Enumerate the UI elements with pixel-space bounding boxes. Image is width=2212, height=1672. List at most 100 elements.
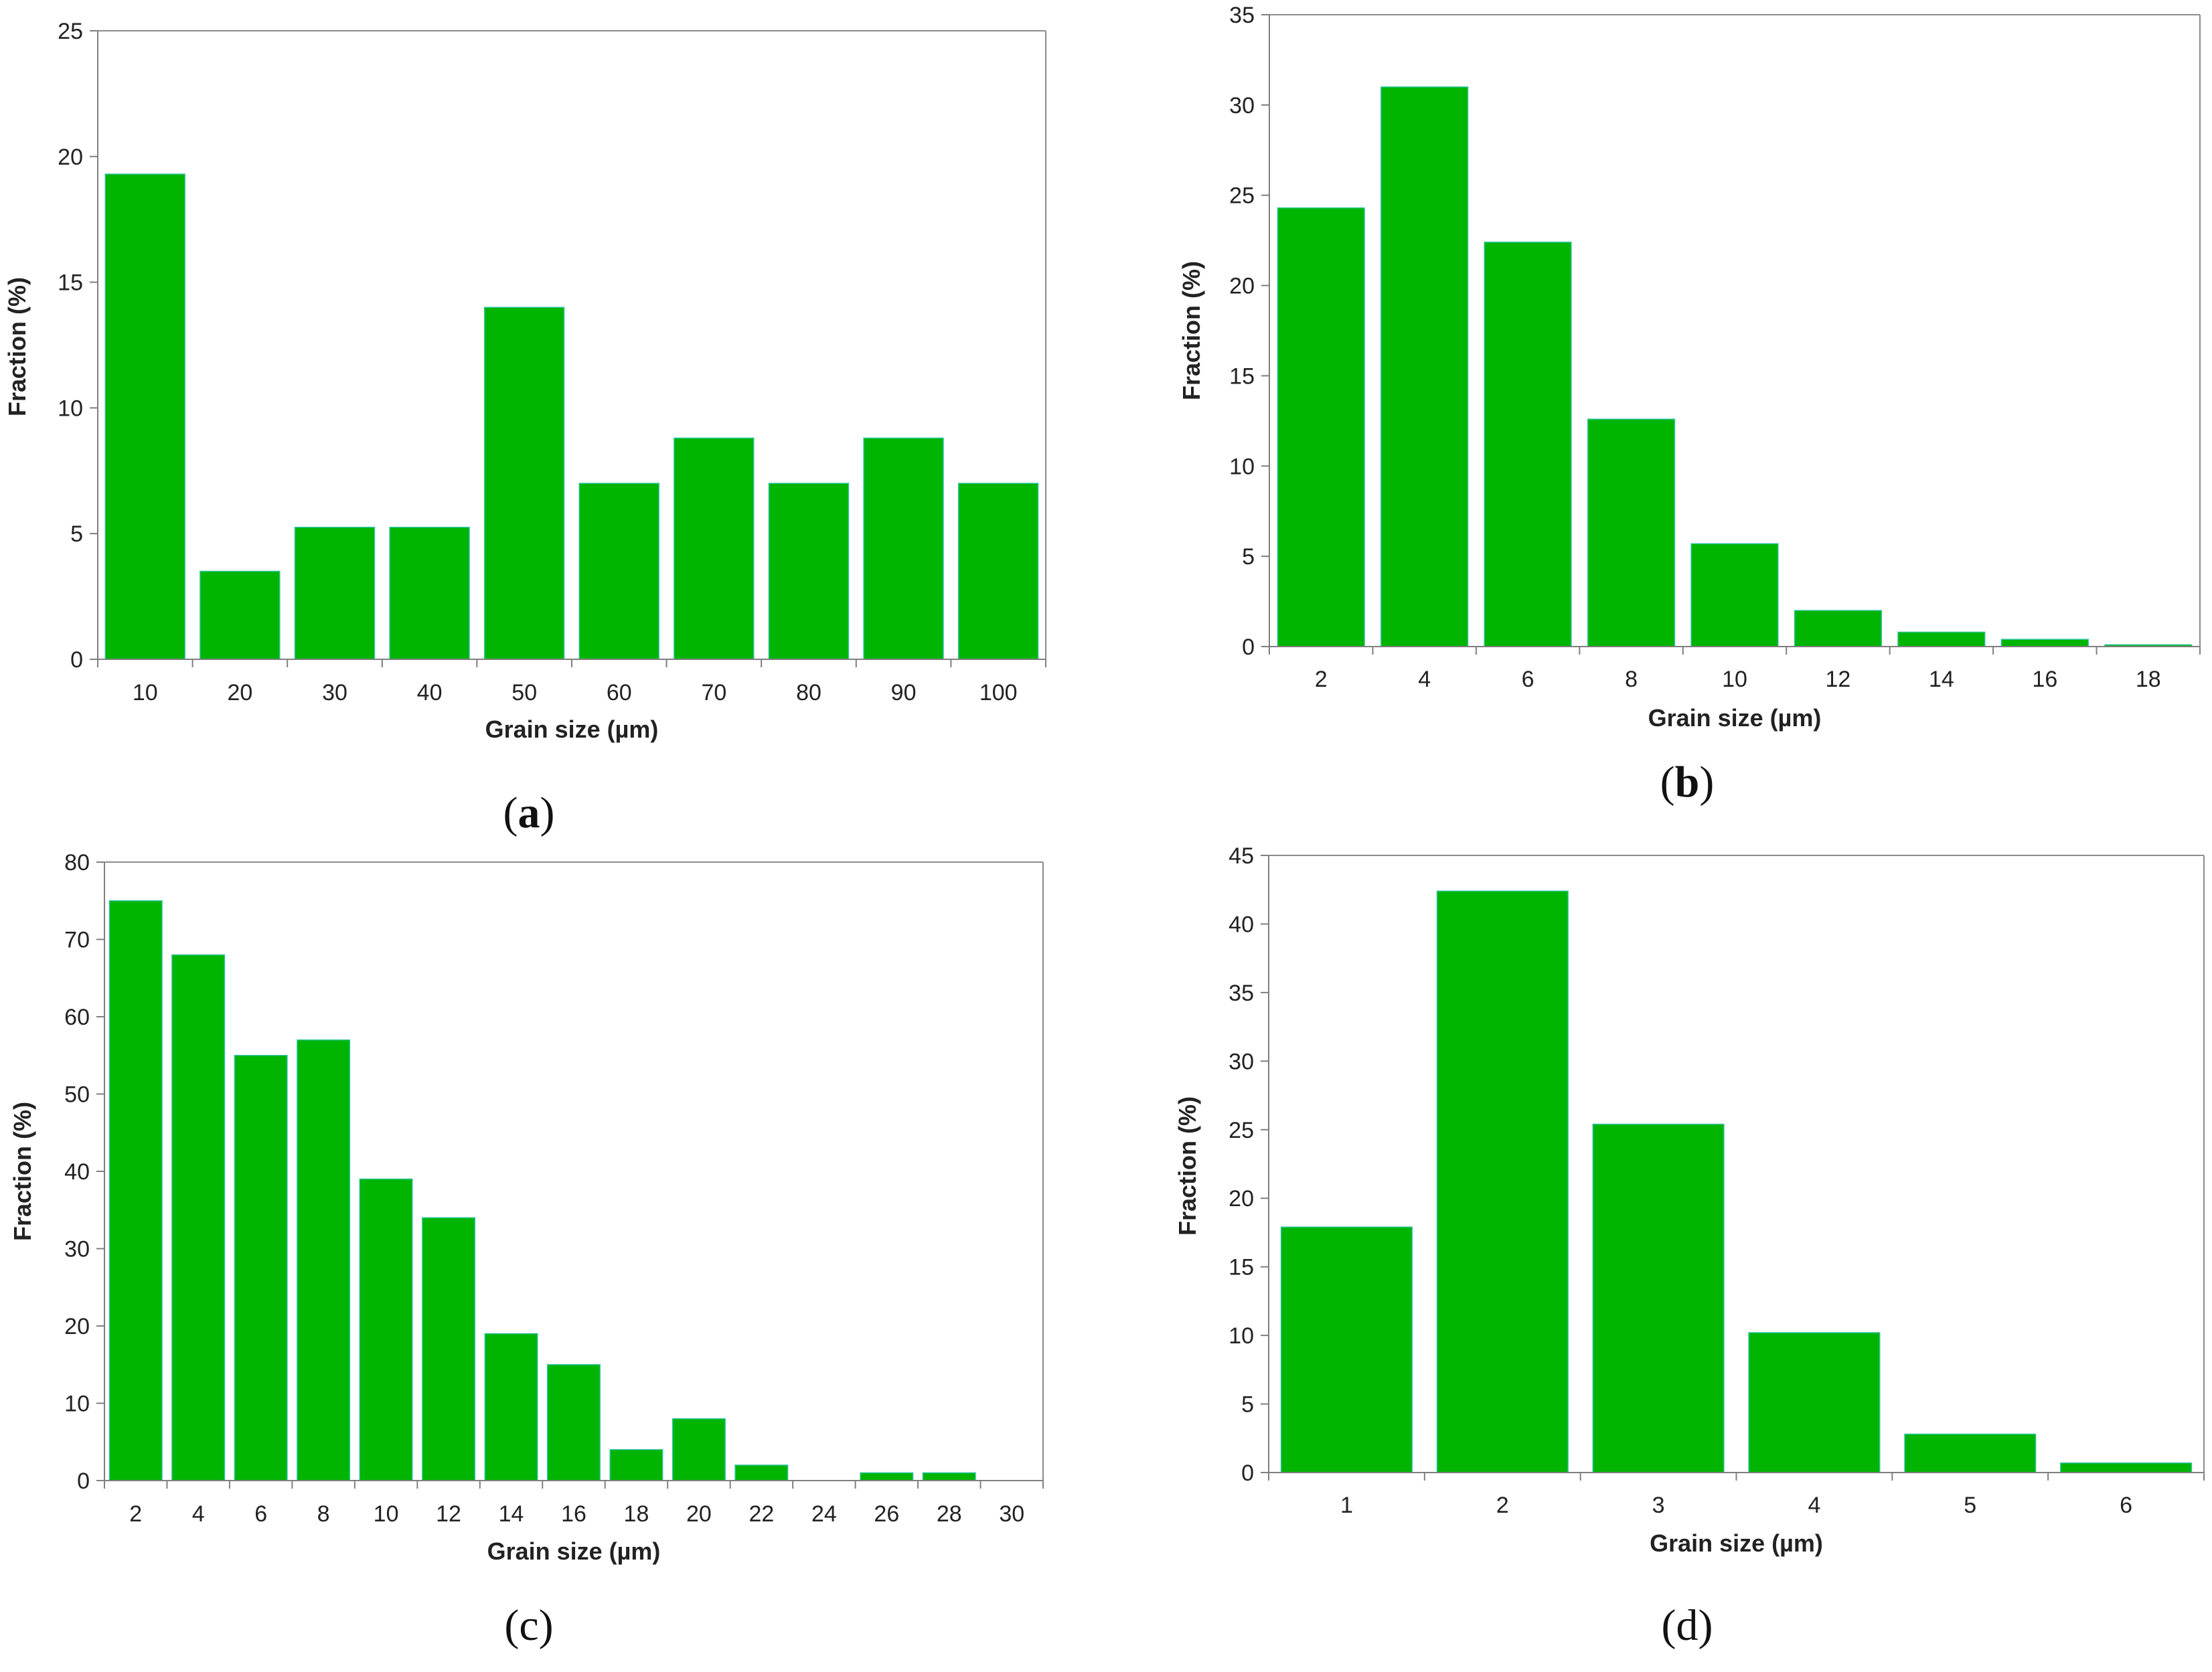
- y-tick-label: 25: [1229, 183, 1255, 209]
- x-tick-label: 8: [317, 1501, 330, 1527]
- x-tick-label: 12: [436, 1501, 461, 1527]
- bar-c-26: [860, 1472, 914, 1481]
- bar-d-2: [1436, 890, 1569, 1473]
- y-tick-label: 35: [1229, 981, 1254, 1006]
- x-tick-label: 10: [1722, 667, 1747, 692]
- caption-close-paren: ): [539, 1601, 554, 1650]
- y-tick-label: 30: [1229, 93, 1255, 118]
- y-tick-label: 40: [64, 1159, 90, 1185]
- y-tick-label: 10: [64, 1392, 90, 1417]
- panel-caption: (a): [503, 788, 555, 837]
- bar-a-50: [483, 307, 565, 660]
- x-tick-label: 28: [937, 1501, 962, 1527]
- bar-c-8: [297, 1039, 351, 1481]
- y-tick-label: 40: [1229, 912, 1254, 937]
- x-tick-label: 6: [254, 1501, 267, 1527]
- x-tick-label: 24: [811, 1501, 837, 1527]
- y-tick-label: 20: [1229, 274, 1255, 299]
- bar-b-16: [2000, 639, 2089, 647]
- x-tick-label: 70: [701, 680, 726, 705]
- x-tick-label: 18: [2136, 667, 2161, 692]
- chart-panel-a: 0 5 10 15 20 25 10 20 30 40 50 60 70 80 90 100 Grain siz…: [3, 19, 1046, 837]
- bar-a-10: [104, 173, 185, 660]
- y-tick-label: 0: [70, 647, 83, 673]
- x-axis-title: Grain size (µm): [485, 716, 659, 743]
- y-tick-label: 70: [64, 928, 90, 953]
- y-tick-label: 20: [58, 145, 83, 170]
- panel-caption: (b): [1660, 758, 1715, 807]
- caption-close-paren: ): [1698, 1601, 1713, 1650]
- y-tick-label: 10: [58, 396, 83, 421]
- y-tick-label: 60: [64, 1005, 90, 1030]
- x-tick-label: 16: [561, 1501, 586, 1527]
- caption-open-paren: (: [504, 1601, 519, 1650]
- y-tick-label: 35: [1229, 3, 1255, 28]
- x-axis-title: Grain size (µm): [1650, 1529, 1823, 1557]
- x-tick-label: 2: [129, 1501, 142, 1527]
- y-axis-title: Fraction (%): [3, 277, 31, 416]
- x-tick-label: 90: [891, 680, 917, 705]
- bar-b-10: [1690, 543, 1779, 647]
- y-tick-label: 5: [70, 521, 83, 547]
- caption-close-paren: ): [1699, 758, 1714, 807]
- bar-c-20: [672, 1418, 726, 1481]
- bar-b-8: [1587, 418, 1676, 647]
- bar-c-16: [546, 1364, 601, 1481]
- x-tick-label: 22: [748, 1501, 774, 1527]
- x-tick-label: 12: [1826, 667, 1851, 692]
- bar-c-18: [609, 1449, 663, 1481]
- x-tick-label: 16: [2032, 667, 2057, 692]
- x-tick-label: 50: [511, 680, 537, 705]
- caption-close-paren: ): [540, 788, 555, 837]
- y-tick-label: 50: [64, 1082, 90, 1108]
- y-tick-label: 5: [1241, 1392, 1254, 1418]
- bar-a-40: [389, 527, 470, 660]
- y-tick-label: 25: [1229, 1118, 1254, 1143]
- x-tick-label: 5: [1964, 1493, 1976, 1518]
- x-tick-label: 10: [133, 680, 158, 705]
- panel-caption: (d): [1662, 1601, 1713, 1650]
- bar-d-6: [2060, 1462, 2193, 1473]
- y-tick-label: 25: [58, 19, 83, 44]
- bar-b-6: [1484, 242, 1572, 647]
- x-tick-label: 2: [1496, 1493, 1509, 1518]
- x-tick-label: 4: [1808, 1493, 1820, 1518]
- y-axis-title: Fraction (%): [9, 1102, 36, 1241]
- bar-a-70: [674, 437, 755, 660]
- y-tick-label: 10: [1229, 1323, 1254, 1349]
- y-axis-title: Fraction (%): [1178, 261, 1205, 400]
- bar-d-1: [1280, 1226, 1413, 1473]
- bar-c-2: [108, 900, 163, 1481]
- x-tick-label: 20: [686, 1501, 712, 1527]
- x-tick-label: 26: [874, 1501, 899, 1527]
- y-tick-label: 15: [1229, 1255, 1254, 1280]
- bar-c-22: [734, 1465, 789, 1481]
- x-tick-label: 30: [999, 1501, 1024, 1527]
- y-tick-label: 30: [64, 1237, 90, 1262]
- x-tick-label: 10: [374, 1501, 399, 1527]
- bar-d-5: [1904, 1433, 2037, 1473]
- x-tick-label: 18: [624, 1501, 649, 1527]
- x-tick-label: 14: [499, 1501, 524, 1527]
- y-axis-title: Fraction (%): [1174, 1096, 1201, 1236]
- bar-b-12: [1794, 610, 1883, 647]
- bar-b-14: [1897, 631, 1986, 647]
- bar-a-90: [863, 437, 944, 660]
- bar-b-2: [1277, 207, 1365, 647]
- y-tick-label: 80: [64, 850, 90, 875]
- caption-letter: d: [1676, 1601, 1698, 1650]
- caption-letter: a: [518, 788, 540, 837]
- bar-c-12: [422, 1217, 476, 1481]
- bar-a-30: [294, 527, 376, 660]
- x-tick-label: 1: [1340, 1493, 1353, 1518]
- bar-b-4: [1380, 86, 1469, 647]
- caption-open-paren: (: [1660, 758, 1675, 807]
- bar-d-4: [1748, 1332, 1881, 1473]
- caption-letter: b: [1675, 758, 1700, 807]
- x-axis-title: Grain size (µm): [1648, 704, 1822, 732]
- y-tick-label: 20: [64, 1314, 90, 1339]
- bar-c-4: [171, 954, 226, 1481]
- y-tick-label: 0: [1242, 635, 1255, 660]
